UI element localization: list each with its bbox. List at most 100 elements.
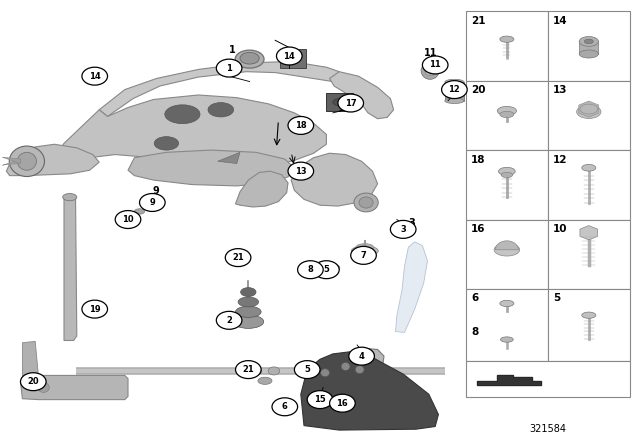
Bar <box>326 93 353 111</box>
Ellipse shape <box>582 164 596 171</box>
Bar <box>548 289 630 361</box>
Text: 6: 6 <box>282 402 288 411</box>
Circle shape <box>442 81 467 99</box>
Polygon shape <box>51 95 326 174</box>
Circle shape <box>330 394 355 412</box>
Polygon shape <box>477 375 541 385</box>
Ellipse shape <box>250 367 262 375</box>
Text: 14: 14 <box>284 52 295 60</box>
Text: 21: 21 <box>471 16 486 26</box>
Bar <box>579 42 598 54</box>
Text: 11: 11 <box>424 48 437 58</box>
Circle shape <box>82 67 108 85</box>
Ellipse shape <box>258 377 272 384</box>
Bar <box>466 11 548 81</box>
Ellipse shape <box>17 152 36 170</box>
Circle shape <box>82 300 108 318</box>
Polygon shape <box>99 62 342 116</box>
Circle shape <box>216 311 242 329</box>
Circle shape <box>351 246 376 264</box>
Ellipse shape <box>421 62 439 79</box>
Text: 321584: 321584 <box>529 424 566 434</box>
Circle shape <box>338 94 364 112</box>
Ellipse shape <box>341 362 350 370</box>
Ellipse shape <box>240 52 259 64</box>
Polygon shape <box>6 144 99 176</box>
Circle shape <box>294 361 320 379</box>
Text: 3: 3 <box>408 219 415 228</box>
Ellipse shape <box>289 124 300 129</box>
Text: 8: 8 <box>471 327 478 337</box>
Ellipse shape <box>445 79 464 85</box>
Ellipse shape <box>236 50 264 68</box>
Text: 20: 20 <box>28 377 39 386</box>
Text: 6: 6 <box>471 293 478 302</box>
Text: 9: 9 <box>150 198 155 207</box>
Polygon shape <box>22 341 38 379</box>
Ellipse shape <box>500 111 514 118</box>
Text: 20: 20 <box>471 85 486 95</box>
Ellipse shape <box>134 209 145 214</box>
Text: 5: 5 <box>553 293 560 302</box>
Circle shape <box>216 59 242 77</box>
Circle shape <box>20 373 46 391</box>
Bar <box>466 150 548 220</box>
Polygon shape <box>291 153 378 206</box>
Text: 3: 3 <box>401 225 406 234</box>
Ellipse shape <box>354 193 378 212</box>
Polygon shape <box>236 171 288 207</box>
Circle shape <box>225 249 251 267</box>
Circle shape <box>314 261 339 279</box>
Circle shape <box>115 211 141 228</box>
Ellipse shape <box>355 366 364 374</box>
Ellipse shape <box>358 349 374 358</box>
Ellipse shape <box>500 36 514 43</box>
Ellipse shape <box>582 312 596 319</box>
Ellipse shape <box>356 244 374 251</box>
Ellipse shape <box>236 306 261 317</box>
Circle shape <box>140 194 165 211</box>
Ellipse shape <box>248 366 259 373</box>
Ellipse shape <box>359 197 373 208</box>
Text: 17: 17 <box>345 99 356 108</box>
Ellipse shape <box>233 315 264 328</box>
Ellipse shape <box>154 137 179 150</box>
Ellipse shape <box>165 105 200 124</box>
Text: 18: 18 <box>295 121 307 130</box>
Bar <box>280 49 306 68</box>
Ellipse shape <box>321 369 330 377</box>
Text: 10: 10 <box>122 215 134 224</box>
Ellipse shape <box>238 297 259 307</box>
Ellipse shape <box>321 263 340 272</box>
Bar <box>466 81 548 150</box>
Ellipse shape <box>38 383 49 392</box>
Polygon shape <box>128 150 294 186</box>
Polygon shape <box>20 375 128 400</box>
Ellipse shape <box>302 263 321 272</box>
Ellipse shape <box>494 244 520 256</box>
Text: 7: 7 <box>361 251 366 260</box>
Ellipse shape <box>577 105 601 118</box>
Text: 9: 9 <box>152 186 159 196</box>
Ellipse shape <box>497 107 516 116</box>
Text: 12: 12 <box>449 85 460 94</box>
Polygon shape <box>301 352 438 430</box>
Ellipse shape <box>500 300 514 306</box>
Ellipse shape <box>333 99 347 106</box>
Ellipse shape <box>351 246 378 256</box>
Polygon shape <box>3 157 20 164</box>
Text: 8: 8 <box>308 265 313 274</box>
Text: 15: 15 <box>314 395 326 404</box>
Circle shape <box>276 47 302 65</box>
Ellipse shape <box>499 167 515 175</box>
Polygon shape <box>396 242 428 332</box>
Text: 21: 21 <box>232 253 244 262</box>
Polygon shape <box>495 241 518 250</box>
Bar <box>466 220 548 289</box>
Circle shape <box>288 116 314 134</box>
Polygon shape <box>330 72 394 119</box>
Bar <box>466 361 630 397</box>
Text: 21: 21 <box>243 365 254 374</box>
Text: 13: 13 <box>295 167 307 176</box>
Circle shape <box>422 56 448 74</box>
